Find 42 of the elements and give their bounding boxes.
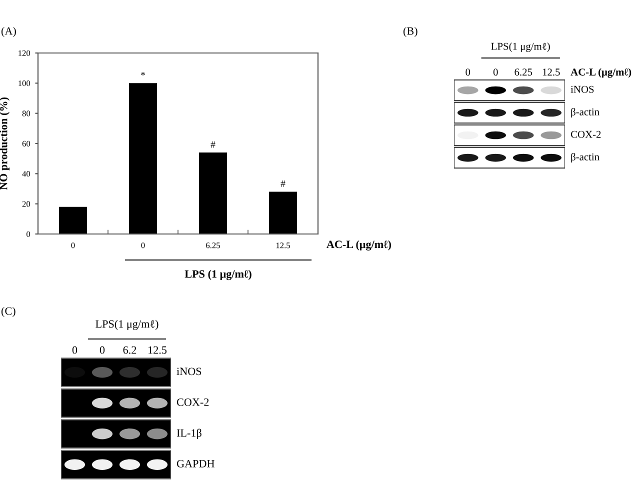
category-label: 0: [466, 68, 470, 76]
bar: [129, 83, 157, 234]
category-label: COX-2: [570, 130, 601, 138]
category-label: IL-1β: [176, 428, 202, 439]
text: AC-L (μg/mℓ): [570, 68, 632, 78]
text: LPS(1 μg/mℓ): [96, 320, 158, 330]
category-label: GAPDH: [176, 460, 214, 468]
bar: [269, 192, 297, 234]
y-tick-label: 80: [22, 110, 30, 116]
text: (B): [403, 26, 418, 38]
category-label: iNOS: [570, 86, 594, 93]
category-label: 6.2: [123, 346, 136, 354]
y-tick-label: 120: [18, 50, 30, 56]
y-tick-label: 40: [22, 171, 30, 177]
category-label: 12.5: [148, 346, 167, 354]
x-tick-label: 12.5: [276, 242, 290, 248]
category-label: iNOS: [176, 368, 202, 376]
bar: [59, 206, 87, 234]
y-tick-label: 0: [26, 231, 30, 237]
category-label: β-actin: [571, 152, 600, 163]
text: LPS (1 μg/mℓ): [184, 270, 252, 280]
category-label: 0: [100, 346, 105, 354]
text: LPS(1 μg/mℓ): [491, 42, 550, 52]
x-tick-label: 6.25: [206, 242, 220, 248]
chart-title: (A): [1, 26, 16, 38]
text: (C): [1, 306, 16, 318]
y-tick-label: 100: [18, 80, 30, 86]
data-label: #: [210, 141, 216, 148]
data-label: #: [280, 180, 286, 187]
x-tick-label: 0: [141, 242, 145, 248]
category-label: 0: [72, 346, 78, 354]
x-tick-label: 0: [71, 242, 75, 248]
bar: [199, 152, 227, 234]
category-label: 12.5: [542, 68, 560, 76]
x-axis-title: AC-L (μg/mℓ): [326, 240, 391, 250]
category-label: COX-2: [176, 398, 209, 406]
y-tick-label: 20: [22, 201, 30, 207]
y-tick-label: 60: [22, 140, 30, 146]
data-label: *: [141, 72, 145, 76]
category-label: 0: [493, 68, 498, 76]
category-label: 6.25: [514, 68, 532, 76]
category-label: β-actin: [571, 108, 600, 118]
